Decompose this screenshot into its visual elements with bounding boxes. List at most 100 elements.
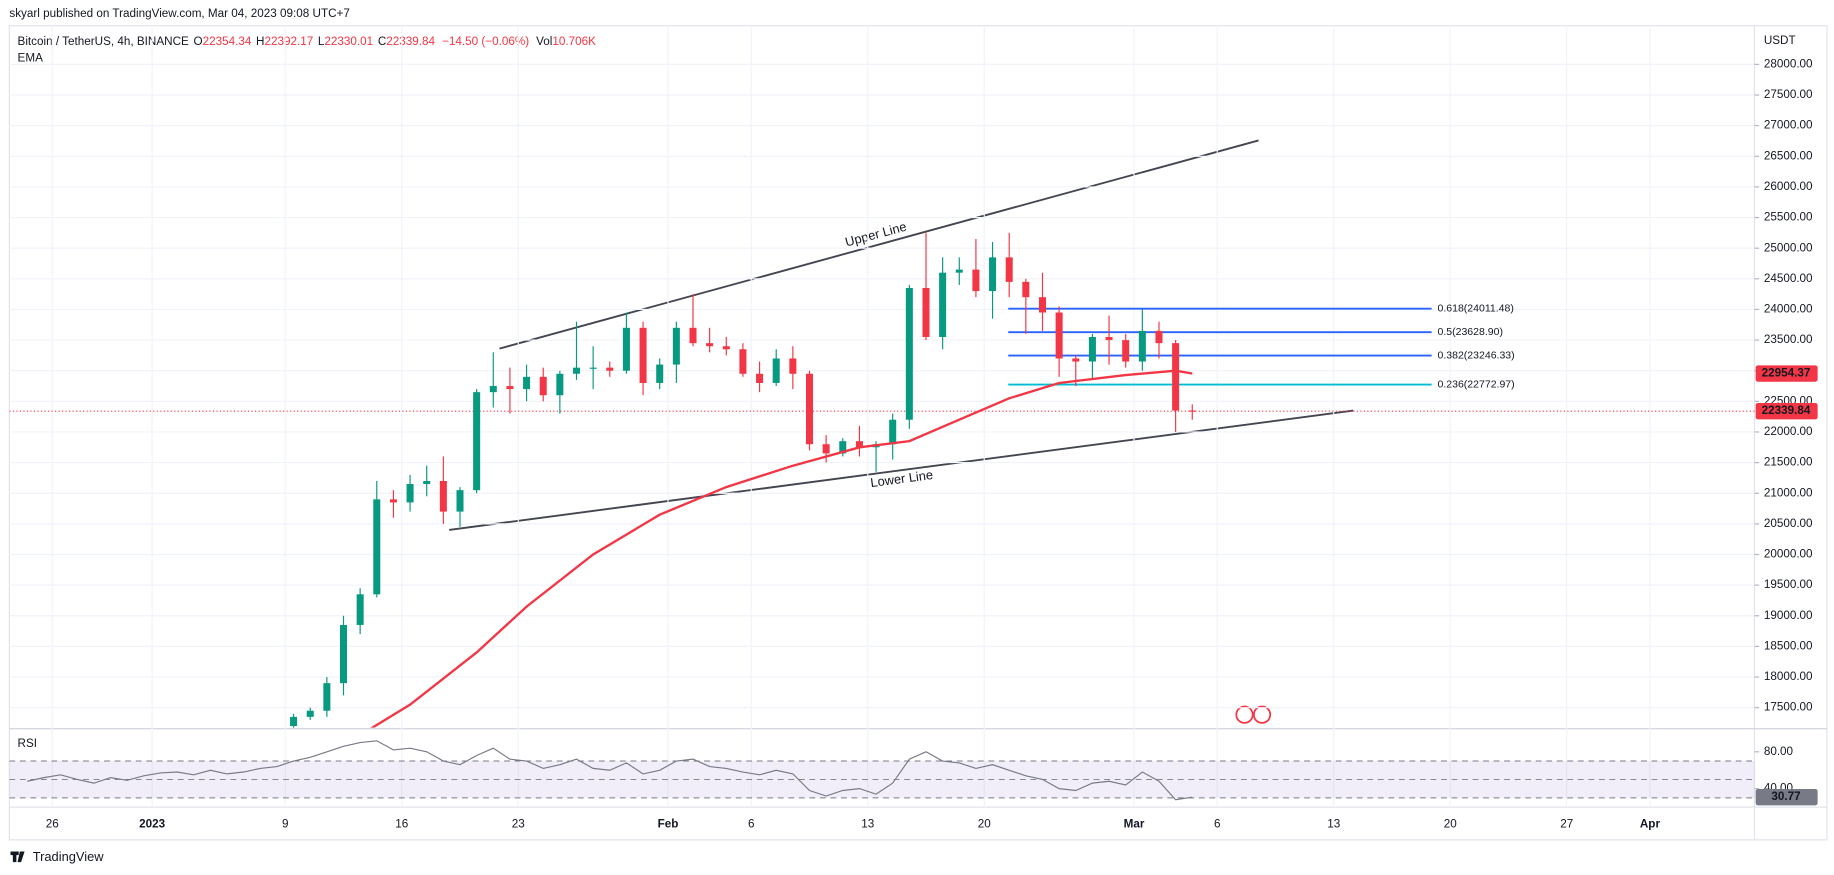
y-tick-label: 26500.00 — [1764, 149, 1813, 162]
x-tick-label: 16 — [395, 818, 408, 831]
candle-body — [972, 269, 980, 292]
candle-body — [656, 364, 664, 383]
open: 22354.34 — [203, 35, 252, 48]
candle-body — [955, 269, 963, 273]
high-label: H — [256, 35, 264, 48]
candle-body — [489, 386, 497, 393]
rsi-label: RSI — [18, 737, 37, 750]
candle-body — [889, 419, 897, 445]
y-tick-label: 28000.00 — [1764, 57, 1813, 70]
y-tick-label: 27500.00 — [1764, 88, 1813, 101]
candle-body — [323, 683, 331, 711]
x-tick-label: 13 — [1327, 818, 1340, 831]
candle-body — [989, 257, 997, 292]
brand-name: TradingView — [33, 849, 104, 864]
x-tick-label: Apr — [1640, 818, 1661, 831]
candle-body — [556, 373, 564, 396]
price-label-box — [1755, 365, 1818, 382]
y-tick-label: 21000.00 — [1764, 486, 1813, 499]
x-tick-label: 6 — [748, 818, 755, 831]
y-tick-label: 19000.00 — [1764, 609, 1813, 622]
rsi-line — [27, 740, 1193, 801]
candle-body — [1188, 410, 1196, 412]
candle-body — [572, 367, 581, 374]
candle-body — [839, 441, 847, 454]
candle-body — [622, 327, 630, 371]
candle-body — [1088, 337, 1096, 362]
candle-body — [473, 392, 481, 491]
legend: Bitcoin / TetherUS, 4h, BINANCE O22354.34… — [18, 35, 597, 48]
x-tick-label: 20 — [978, 818, 992, 831]
price-pane — [9, 232, 1755, 728]
flag-icon — [1235, 705, 1254, 724]
candle-body — [373, 499, 381, 595]
candle-body — [389, 499, 397, 503]
publisher: skyarl published on TradingView.com, Mar… — [9, 7, 350, 20]
rsi-tick-label: 80.00 — [1764, 745, 1794, 758]
brand: TradingView — [10, 849, 104, 864]
candle-body — [339, 624, 348, 684]
candle-body — [506, 386, 514, 390]
fib-label: 0.236(22772.97) — [1437, 378, 1514, 390]
candle-body — [639, 327, 647, 383]
candle-body — [356, 594, 364, 625]
symbol: Bitcoin / TetherUS, 4h, BINANCE — [18, 35, 189, 48]
candle-body — [706, 343, 714, 347]
event-flags — [1235, 705, 1272, 724]
candle-body — [805, 373, 814, 445]
y-tick-label: 25500.00 — [1764, 211, 1813, 224]
x-tick-label: 26 — [46, 818, 59, 831]
x-tick-label: 20 — [1444, 818, 1458, 831]
rsi-value-box — [1755, 788, 1818, 806]
low-label: L — [318, 35, 325, 48]
candle-body — [789, 358, 797, 374]
price-label: 22954.37 — [1762, 367, 1811, 380]
x-tick-label: 6 — [1214, 818, 1221, 831]
candle-body — [306, 710, 314, 717]
x-tick-label: 2023 — [139, 818, 166, 831]
candle-body — [722, 346, 730, 350]
candle-body — [672, 327, 680, 365]
candle-body — [589, 367, 597, 369]
candle-body — [1105, 337, 1113, 341]
rsi-value: 30.77 — [1771, 790, 1800, 803]
candle-body — [539, 376, 547, 396]
candle-body — [1005, 257, 1013, 282]
y-tick-label: 23500.00 — [1764, 333, 1813, 346]
candle-body — [606, 367, 614, 371]
candle-body — [772, 358, 780, 383]
price-label-box — [1755, 402, 1818, 420]
flag-icon — [1252, 705, 1272, 724]
volume-label: Vol — [536, 35, 552, 48]
y-tick-label: 20500.00 — [1764, 517, 1813, 530]
y-tick-label: 19500.00 — [1764, 578, 1813, 591]
volume: 10.706K — [552, 35, 596, 48]
y-tick-label: 18500.00 — [1764, 639, 1813, 652]
y-tick-label: 27000.00 — [1764, 119, 1813, 132]
x-tick-label: Mar — [1124, 818, 1145, 831]
high: 22392.17 — [264, 35, 313, 48]
candle-body — [523, 376, 531, 390]
x-tick-label: 23 — [512, 818, 525, 831]
candle-body — [939, 272, 947, 338]
ema-label: EMA — [18, 52, 44, 65]
change: −14.50 (−0.06%) — [442, 35, 529, 48]
low: 22330.01 — [324, 35, 373, 48]
candle-body — [423, 480, 431, 485]
x-tick-label: 13 — [861, 818, 874, 831]
y-tick-label: 24000.00 — [1764, 303, 1813, 316]
candle-body — [1072, 358, 1080, 362]
candle-body — [1055, 312, 1063, 359]
candle-body — [290, 716, 298, 727]
candle-body — [922, 287, 930, 338]
frame — [8, 25, 1828, 841]
fib-label: 0.382(23246.33) — [1437, 349, 1514, 361]
candle-body — [439, 480, 447, 512]
y-tick-label: 25000.00 — [1764, 241, 1813, 254]
y-tick-label: 18000.00 — [1764, 670, 1813, 683]
candle-body — [855, 441, 863, 448]
open-label: O — [194, 35, 203, 48]
close: 22339.84 — [386, 35, 435, 48]
y-tick-label: 22000.00 — [1764, 425, 1813, 438]
